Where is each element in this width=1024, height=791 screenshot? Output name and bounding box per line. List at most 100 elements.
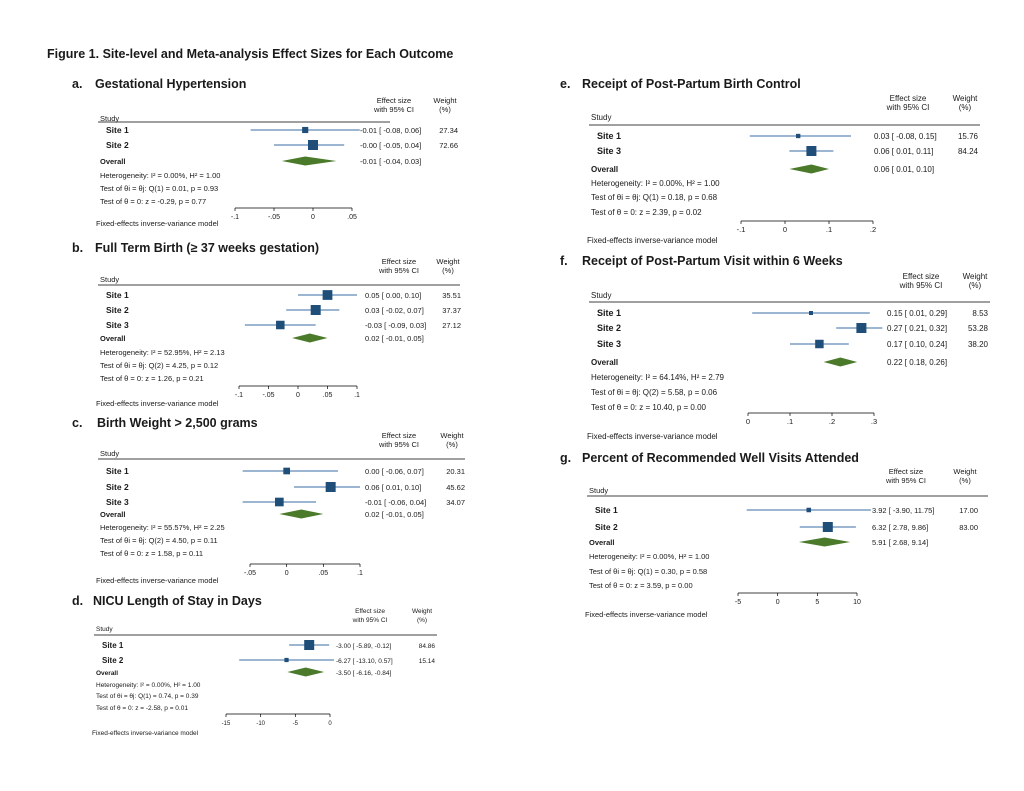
model-footnote: Fixed-effects inverse-variance model [585,610,708,619]
x-tick-label: .1 [787,417,793,426]
x-tick-label: .1 [826,225,832,234]
overall-diamond [287,667,325,677]
heterogeneity-stat: Heterogeneity: I² = 0.00%, H² = 1.00 [591,179,720,188]
ci-header: with 95% CI [899,281,943,290]
study-weight: 15.76 [958,132,979,141]
study-effect-text: 6.32 [ 2.78, 9.86] [872,523,928,532]
heterogeneity-stat: Test of θi = θj: Q(2) = 5.58, p = 0.06 [591,388,718,397]
x-tick-label: 0 [783,225,787,234]
panel-letter: f. [560,254,568,268]
model-footnote: Fixed-effects inverse-variance model [92,730,199,737]
effect-size-header: Effect size [355,608,385,615]
study-effect-box [304,640,315,650]
study-effect-box [806,507,812,513]
figure-title: Figure 1. Site-level and Meta-analysis E… [47,47,454,61]
study-effect-box [856,323,867,333]
study-effect-box [276,320,285,330]
overall-effect-text: -3.50 [ -6.16, -0.84] [336,670,391,677]
study-weight: 53.28 [968,324,989,333]
panel-letter: g. [560,451,572,465]
study-effect-text: -6.27 [ -13.10, 0.57] [336,658,393,665]
x-tick-label: 5 [815,599,819,606]
study-label: Site 3 [106,320,129,330]
study-effect-box [806,146,817,156]
overall-diamond [798,537,851,547]
overall-effect-text: -0.01 [ -0.04, 0.03] [360,157,421,166]
x-tick-label: 0 [296,392,300,399]
weight-unit-header: (%) [959,103,972,112]
study-effect-text: 3.92 [ -3.90, 11.75] [872,506,934,515]
study-weight: 17.00 [959,506,978,515]
x-tick-label: -5 [735,599,741,606]
panel-heading-g: g. Percent of Recommended Well Visits Att… [560,451,859,465]
study-column-header: Study [589,486,608,495]
panel-heading-c: c. Birth Weight > 2,500 grams [72,416,258,430]
study-effect-text: -0.03 [ -0.09, 0.03] [365,321,426,330]
study-label: Site 2 [106,482,129,492]
panel-heading-d: d. NICU Length of Stay in Days [72,594,262,608]
effect-size-header: Effect size [890,94,927,103]
x-tick-label: .3 [871,417,877,426]
study-effect-box [808,310,814,316]
ci-header: with 95% CI [885,476,926,485]
overall-diamond [823,357,858,367]
weight-unit-header: (%) [969,281,982,290]
study-effect-text: 0.05 [ 0.00, 0.10] [365,291,421,300]
weight-header: Weight [963,272,989,281]
study-weight: 37.37 [442,306,461,315]
study-label: Site 1 [597,131,621,141]
study-label: Site 2 [106,140,129,150]
study-label: Site 3 [106,497,129,507]
study-weight: 38.20 [968,340,989,349]
overall-label: Overall [100,157,125,166]
x-tick-label: -.05 [244,570,256,577]
x-tick-label: .05 [323,392,333,399]
panel-letter: c. [72,416,83,430]
overall-effect-text: 5.91 [ 2.68, 9.14] [872,538,928,547]
study-weight: 27.34 [439,126,458,135]
study-effect-text: 0.15 [ 0.01, 0.29] [887,309,947,318]
study-effect-box [302,126,309,134]
study-column-header: Study [100,114,119,123]
ci-header: with 95% CI [378,266,419,275]
study-effect-text: 0.27 [ 0.21, 0.32] [887,324,947,333]
weight-unit-header: (%) [442,266,454,275]
study-label: Site 3 [597,146,621,156]
weight-header: Weight [953,94,979,103]
study-effect-text: -0.01 [ -0.08, 0.06] [360,126,421,135]
study-weight: 34.07 [446,498,465,507]
study-label: Site 2 [597,323,621,333]
weight-unit-header: (%) [439,105,451,114]
study-effect-text: 0.03 [ -0.08, 0.15] [874,132,937,141]
panel-heading-b: b. Full Term Birth (≥ 37 weeks gestation) [72,241,319,255]
x-tick-label: .1 [354,392,360,399]
x-tick-label: .2 [870,225,876,234]
heterogeneity-stat: Test of θi = θj: Q(2) = 4.50, p = 0.11 [100,536,218,545]
x-tick-label: -10 [256,721,265,727]
weight-unit-header: (%) [959,476,971,485]
x-tick-label: -.05 [268,214,280,221]
x-tick-label: 0 [328,721,332,727]
x-tick-label: 0 [285,570,289,577]
panel-title: Birth Weight > 2,500 grams [97,416,258,430]
study-effect-text: 0.00 [ -0.06, 0.07] [365,467,424,476]
overall-diamond [292,333,328,343]
panel-letter: a. [72,77,83,91]
study-weight: 27.12 [442,321,461,330]
overall-diamond [789,164,829,174]
study-label: Site 2 [106,305,129,315]
study-weight: 35.51 [442,291,461,300]
weight-unit-header: (%) [446,440,458,449]
heterogeneity-stat: Test of θ = 0: z = -2.58, p = 0.01 [96,705,188,712]
overall-effect-text: 0.22 [ 0.18, 0.26] [887,358,947,367]
study-label: Site 2 [595,522,618,532]
panel-letter: d. [72,594,84,608]
x-tick-label: 10 [853,599,861,606]
study-effect-text: -0.01 [ -0.06, 0.04] [365,498,426,507]
ci-header: with 95% CI [378,440,419,449]
panel-title: Full Term Birth (≥ 37 weeks gestation) [95,241,320,255]
